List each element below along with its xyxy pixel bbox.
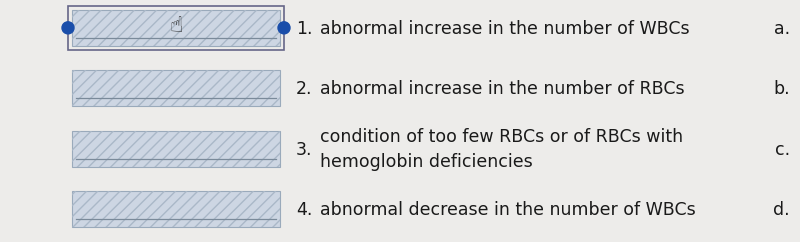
Text: b.: b. bbox=[774, 80, 790, 98]
Circle shape bbox=[278, 22, 290, 34]
Text: abnormal increase in the number of WBCs: abnormal increase in the number of WBCs bbox=[320, 20, 690, 38]
Text: condition of too few RBCs or of RBCs with
hemoglobin deficiencies: condition of too few RBCs or of RBCs wit… bbox=[320, 128, 683, 171]
Bar bbox=[72, 70, 280, 106]
Text: c.: c. bbox=[775, 141, 790, 159]
Text: abnormal increase in the number of RBCs: abnormal increase in the number of RBCs bbox=[320, 80, 685, 98]
Bar bbox=[72, 191, 280, 227]
Bar bbox=[72, 131, 280, 167]
Text: abnormal decrease in the number of WBCs: abnormal decrease in the number of WBCs bbox=[320, 201, 696, 219]
Bar bbox=[72, 10, 280, 46]
Bar bbox=[72, 131, 280, 167]
Text: ☝: ☝ bbox=[170, 16, 182, 36]
Text: 3.: 3. bbox=[296, 141, 313, 159]
Bar bbox=[72, 10, 280, 46]
Bar bbox=[72, 70, 280, 106]
Text: 2.: 2. bbox=[296, 80, 313, 98]
Text: 1.: 1. bbox=[296, 20, 313, 38]
Bar bbox=[72, 191, 280, 227]
Circle shape bbox=[62, 22, 74, 34]
Text: d.: d. bbox=[774, 201, 790, 219]
Bar bbox=[68, 6, 284, 50]
Text: a.: a. bbox=[774, 20, 790, 38]
Text: 4.: 4. bbox=[296, 201, 312, 219]
